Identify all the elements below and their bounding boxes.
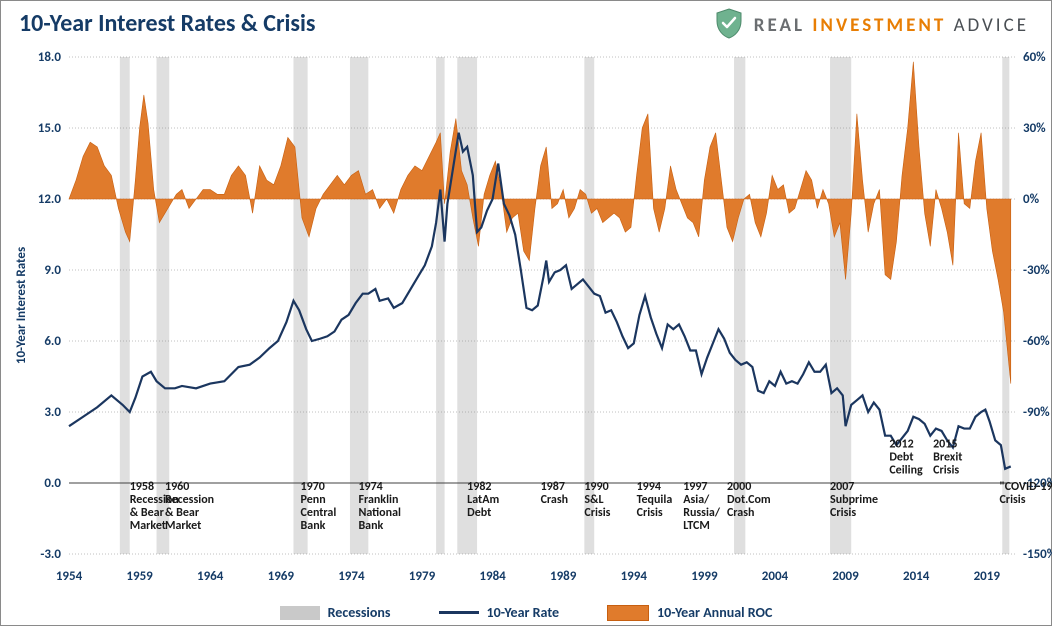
svg-text:Crisis: Crisis [637,506,663,520]
svg-text:LTCM: LTCM [683,519,710,533]
svg-text:Crisis: Crisis [830,506,856,520]
svg-text:10-Year Interest Rates: 10-Year Interest Rates [14,247,29,364]
svg-text:1974: 1974 [338,569,365,584]
svg-text:1994: 1994 [637,480,661,494]
svg-text:2019: 2019 [974,569,1001,584]
svg-text:1964: 1964 [197,569,224,584]
svg-text:Brexit: Brexit [933,451,962,465]
svg-text:National: National [358,506,401,520]
svg-text:Crash: Crash [541,493,569,507]
svg-text:1987: 1987 [541,480,565,494]
svg-text:-60%: -60% [1023,334,1050,349]
chart-frame: 10-Year Interest Rates & Crisis REAL INV… [0,0,1052,626]
svg-text:Debt: Debt [889,451,913,465]
svg-text:-30%: -30% [1023,263,1050,278]
svg-text:LatAm: LatAm [467,493,499,507]
svg-text:1960: 1960 [165,480,189,494]
svg-text:Debt: Debt [467,506,491,520]
svg-text:1994: 1994 [621,569,648,584]
svg-text:9.0: 9.0 [44,263,61,278]
svg-text:Central: Central [301,506,337,520]
svg-text:6.0: 6.0 [44,334,61,349]
svg-text:1979: 1979 [409,569,436,584]
svg-text:S&L: S&L [584,493,603,507]
brand-logo: REAL INVESTMENT ADVICE [714,7,1029,44]
chart-title: 10-Year Interest Rates & Crisis [19,9,315,38]
svg-text:Ceiling: Ceiling [889,464,923,478]
legend-rate: 10-Year Rate [439,604,560,621]
plot-svg: -3.00.03.06.09.012.015.018.0-150%-120%-9… [69,57,1015,554]
svg-text:Dot.Com: Dot.Com [727,493,771,507]
shield-icon [714,7,744,44]
svg-text:1982: 1982 [467,480,491,494]
svg-text:Recession: Recession [165,493,214,507]
svg-text:2007: 2007 [830,480,854,494]
roc-area-icon [607,605,649,621]
svg-text:2004: 2004 [762,569,789,584]
svg-text:Subprime: Subprime [830,493,878,507]
svg-text:-90%: -90% [1023,405,1050,420]
recession-swatch-icon [280,606,320,620]
svg-text:1984: 1984 [479,569,506,584]
svg-text:1990: 1990 [584,480,608,494]
svg-text:1958: 1958 [130,480,154,494]
svg-text:60%: 60% [1023,50,1046,65]
svg-text:15.0: 15.0 [38,121,62,136]
svg-text:1989: 1989 [550,569,577,584]
svg-text:30%: 30% [1023,121,1046,136]
svg-text:Russia/: Russia/ [683,506,721,520]
plot-area: -3.00.03.06.09.012.015.018.0-150%-120%-9… [69,57,1015,554]
legend-roc: 10-Year Annual ROC [607,604,772,621]
svg-text:0%: 0% [1023,192,1040,207]
svg-text:1970: 1970 [301,480,325,494]
svg-text:2000: 2000 [727,480,751,494]
svg-text:Asia/: Asia/ [683,493,710,507]
svg-text:Bank: Bank [301,519,326,533]
svg-text:& Bear: & Bear [130,506,165,520]
svg-text:1997: 1997 [683,480,707,494]
svg-text:2009: 2009 [832,569,859,584]
svg-text:2012: 2012 [889,438,913,452]
svg-text:& Bear: & Bear [165,506,200,520]
svg-text:Crisis: Crisis [584,506,610,520]
svg-text:Crisis: Crisis [933,464,959,478]
legend: Recessions 10-Year Rate 10-Year Annual R… [1,604,1051,621]
svg-text:12.0: 12.0 [38,192,62,207]
svg-text:1974: 1974 [358,480,382,494]
svg-text:3.0: 3.0 [44,405,61,420]
svg-text:Franklin: Franklin [358,493,398,507]
svg-text:2015: 2015 [933,438,957,452]
svg-text:-3.0: -3.0 [40,547,61,562]
svg-text:18.0: 18.0 [38,50,62,65]
svg-text:1954: 1954 [56,569,83,584]
svg-text:Market: Market [130,519,166,533]
legend-recessions: Recessions [280,604,391,621]
svg-text:1959: 1959 [126,569,153,584]
svg-text:Penn: Penn [301,493,326,507]
svg-text:Tequila: Tequila [637,493,673,507]
svg-text:1969: 1969 [268,569,295,584]
svg-text:Crisis: Crisis [999,493,1025,507]
svg-text:-150%: -150% [1023,547,1052,562]
svg-text:"COVID-19": "COVID-19" [999,480,1052,494]
svg-text:Crash: Crash [727,506,755,520]
svg-text:Market: Market [165,519,201,533]
svg-text:1999: 1999 [691,569,718,584]
svg-text:0.0: 0.0 [44,476,61,491]
svg-text:2014: 2014 [903,569,930,584]
rate-line-icon [439,611,479,614]
logo-text: REAL INVESTMENT ADVICE [754,14,1029,37]
svg-text:Bank: Bank [358,519,383,533]
